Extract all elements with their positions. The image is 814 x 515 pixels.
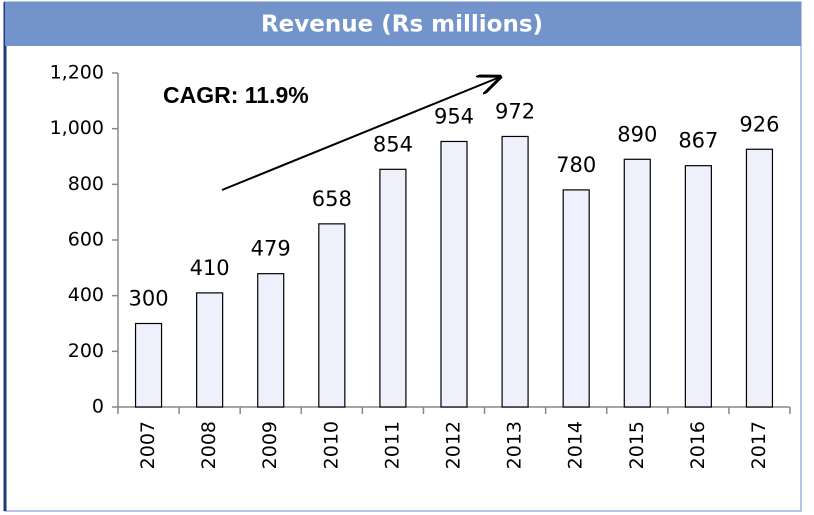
x-tick-label: 2009 bbox=[259, 421, 281, 469]
y-tick-label: 200 bbox=[68, 340, 104, 362]
bar bbox=[318, 223, 346, 408]
x-tick-label: 2013 bbox=[504, 421, 526, 469]
title-bar bbox=[5, 2, 801, 46]
data-label: 780 bbox=[556, 153, 596, 177]
y-tick-label: 1,000 bbox=[50, 117, 104, 139]
y-tick-label: 0 bbox=[92, 396, 104, 418]
data-label: 658 bbox=[312, 187, 352, 211]
data-label: 410 bbox=[190, 256, 230, 280]
bar bbox=[501, 135, 529, 408]
x-tick-label: 2007 bbox=[137, 421, 159, 469]
y-tick-label: 600 bbox=[68, 229, 104, 251]
x-tick-label: 2017 bbox=[748, 421, 770, 469]
x-tick-label: 2010 bbox=[320, 421, 342, 469]
bar bbox=[684, 165, 712, 408]
data-label: 972 bbox=[495, 99, 535, 123]
data-label: 954 bbox=[434, 104, 474, 128]
x-tick-label: 2016 bbox=[687, 421, 709, 469]
bar bbox=[196, 292, 224, 408]
bar bbox=[379, 168, 407, 408]
bar bbox=[562, 189, 590, 408]
data-label: 300 bbox=[128, 287, 168, 311]
x-tick-label: 2015 bbox=[626, 421, 648, 469]
trend-arrow bbox=[221, 77, 500, 191]
x-tick-label: 2011 bbox=[381, 421, 403, 469]
y-tick-label: 1,200 bbox=[50, 62, 104, 84]
bar bbox=[440, 140, 468, 408]
x-tick-label: 2014 bbox=[565, 421, 587, 469]
y-tick-label: 800 bbox=[68, 173, 104, 195]
x-tick-label: 2008 bbox=[198, 421, 220, 469]
data-label: 854 bbox=[373, 132, 413, 156]
annotation: CAGR: 11.9% bbox=[163, 82, 309, 108]
chart-title: Revenue (Rs millions) bbox=[261, 12, 543, 38]
data-label: 926 bbox=[739, 112, 779, 136]
bar bbox=[134, 322, 163, 408]
data-label: 867 bbox=[678, 129, 718, 153]
data-label: 890 bbox=[617, 122, 657, 146]
y-tick-label: 400 bbox=[68, 284, 104, 306]
bar bbox=[623, 158, 651, 408]
bar bbox=[745, 148, 774, 408]
x-tick-label: 2012 bbox=[443, 421, 465, 469]
data-label: 479 bbox=[251, 237, 291, 261]
bar bbox=[257, 273, 285, 408]
